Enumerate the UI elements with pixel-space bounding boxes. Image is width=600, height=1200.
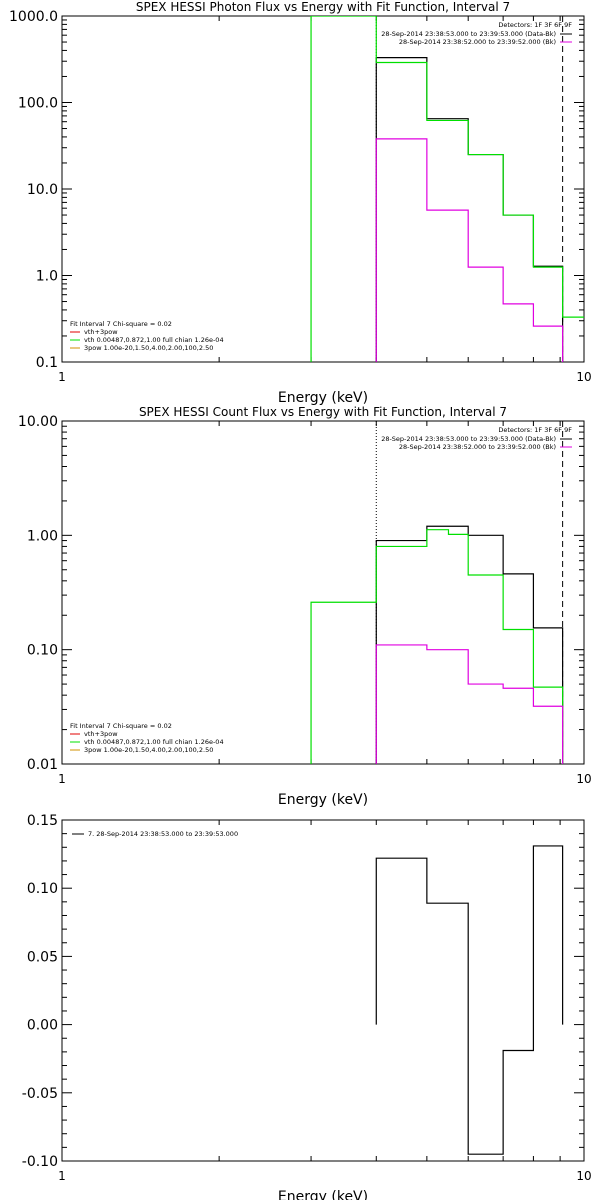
y-tick-label: 0.10 [27, 881, 58, 897]
legend-label: 28-Sep-2014 23:38:52.000 to 23:39:52.000… [399, 38, 556, 46]
x-axis-label: Energy (keV) [278, 792, 368, 808]
y-tick-label: 100.0 [18, 96, 58, 112]
series-3 [375, 138, 564, 362]
y-tick-label: 1.00 [27, 528, 58, 544]
legend-label: vth+3pow [84, 328, 118, 336]
chart-panel-1: SPEX HESSI Photon Flux vs Energy with Fi… [9, 0, 592, 406]
x-tick-label: 10 [576, 1169, 591, 1183]
series-1 [375, 525, 564, 764]
y-tick-label: 10.00 [18, 414, 58, 430]
legend-header: Fit Interval 7 Chi-square = 0.02 [70, 722, 172, 730]
x-tick-label: 1 [58, 1169, 66, 1183]
legend-label: vth 0.00487,0.872,1.00 full chian 1.26e-… [84, 336, 224, 344]
x-tick-label: 10 [576, 370, 591, 384]
legend-label: 3pow 1.00e-20,1.50,4.00,2.00,100,2.50 [84, 344, 213, 352]
x-tick-label: 1 [58, 370, 66, 384]
y-tick-label: 10.0 [27, 182, 58, 198]
y-tick-label: 0.15 [27, 813, 58, 829]
legend-label: 28-Sep-2014 23:38:53.000 to 23:39:53.000… [381, 435, 556, 443]
legend-label: vth+3pow [84, 730, 118, 738]
y-tick-label: -0.10 [22, 1154, 58, 1170]
plot-frame [61, 819, 585, 1162]
data-layer [375, 845, 564, 1155]
chart-title: SPEX HESSI Photon Flux vs Energy with Fi… [136, 0, 510, 14]
legend-header: Fit Interval 7 Chi-square = 0.02 [70, 320, 172, 328]
series-line [375, 644, 564, 764]
legend-label: vth 0.00487,0.872,1.00 full chian 1.26e-… [84, 738, 224, 746]
legend-label: 7. 28-Sep-2014 23:38:53.000 to 23:39:53.… [88, 830, 238, 838]
series-3 [375, 644, 564, 764]
series-1 [375, 57, 564, 362]
legend-bottom-left: Fit Interval 7 Chi-square = 0.02vth+3pow… [70, 722, 224, 754]
data-layer [310, 16, 584, 362]
series-2 [310, 16, 584, 362]
chart-panel-2: SPEX HESSI Count Flux vs Energy with Fit… [18, 405, 592, 808]
series-line [375, 138, 564, 362]
legend-label: 3pow 1.00e-20,1.50,4.00,2.00,100,2.50 [84, 746, 213, 754]
legend-header: Detectors: 1F 3F 6F 9F [498, 426, 572, 434]
legend-header: Detectors: 1F 3F 6F 9F [498, 21, 572, 29]
series-2 [310, 529, 564, 764]
y-tick-label: 0.00 [27, 1018, 58, 1034]
series-1 [375, 845, 564, 1155]
y-tick-label: 0.1 [36, 355, 58, 371]
x-tick-label: 10 [576, 772, 591, 786]
y-tick-label: 0.01 [27, 757, 58, 773]
legend-bottom-left: Fit Interval 7 Chi-square = 0.02vth+3pow… [70, 320, 224, 352]
data-layer [310, 525, 564, 764]
y-tick-label: 1.0 [36, 269, 58, 285]
legend-label: 28-Sep-2014 23:38:52.000 to 23:39:52.000… [399, 443, 556, 451]
series-line [375, 525, 564, 764]
legend-label: 28-Sep-2014 23:38:53.000 to 23:39:53.000… [381, 30, 556, 38]
y-tick-label: 0.10 [27, 643, 58, 659]
legend-top-left: 7. 28-Sep-2014 23:38:53.000 to 23:39:53.… [72, 830, 238, 838]
chart-title: SPEX HESSI Count Flux vs Energy with Fit… [139, 405, 507, 419]
y-tick-label: 1000.0 [9, 9, 58, 25]
plot-frame [61, 15, 585, 363]
x-axis-label: Energy (keV) [278, 1189, 368, 1200]
y-tick-label: 0.05 [27, 949, 58, 965]
y-tick-label: -0.05 [22, 1086, 58, 1102]
x-axis-label: Energy (keV) [278, 390, 368, 406]
chart-panel-3: 1 10 Energy (keV) 0.15 0.10 0.05 0.00 -0.05 -0.1… [22, 813, 592, 1200]
series-line [310, 529, 564, 764]
plot-frame [61, 420, 585, 765]
series-line [375, 57, 564, 362]
x-tick-label: 1 [58, 772, 66, 786]
series-line [310, 16, 584, 362]
series-line [375, 845, 564, 1155]
